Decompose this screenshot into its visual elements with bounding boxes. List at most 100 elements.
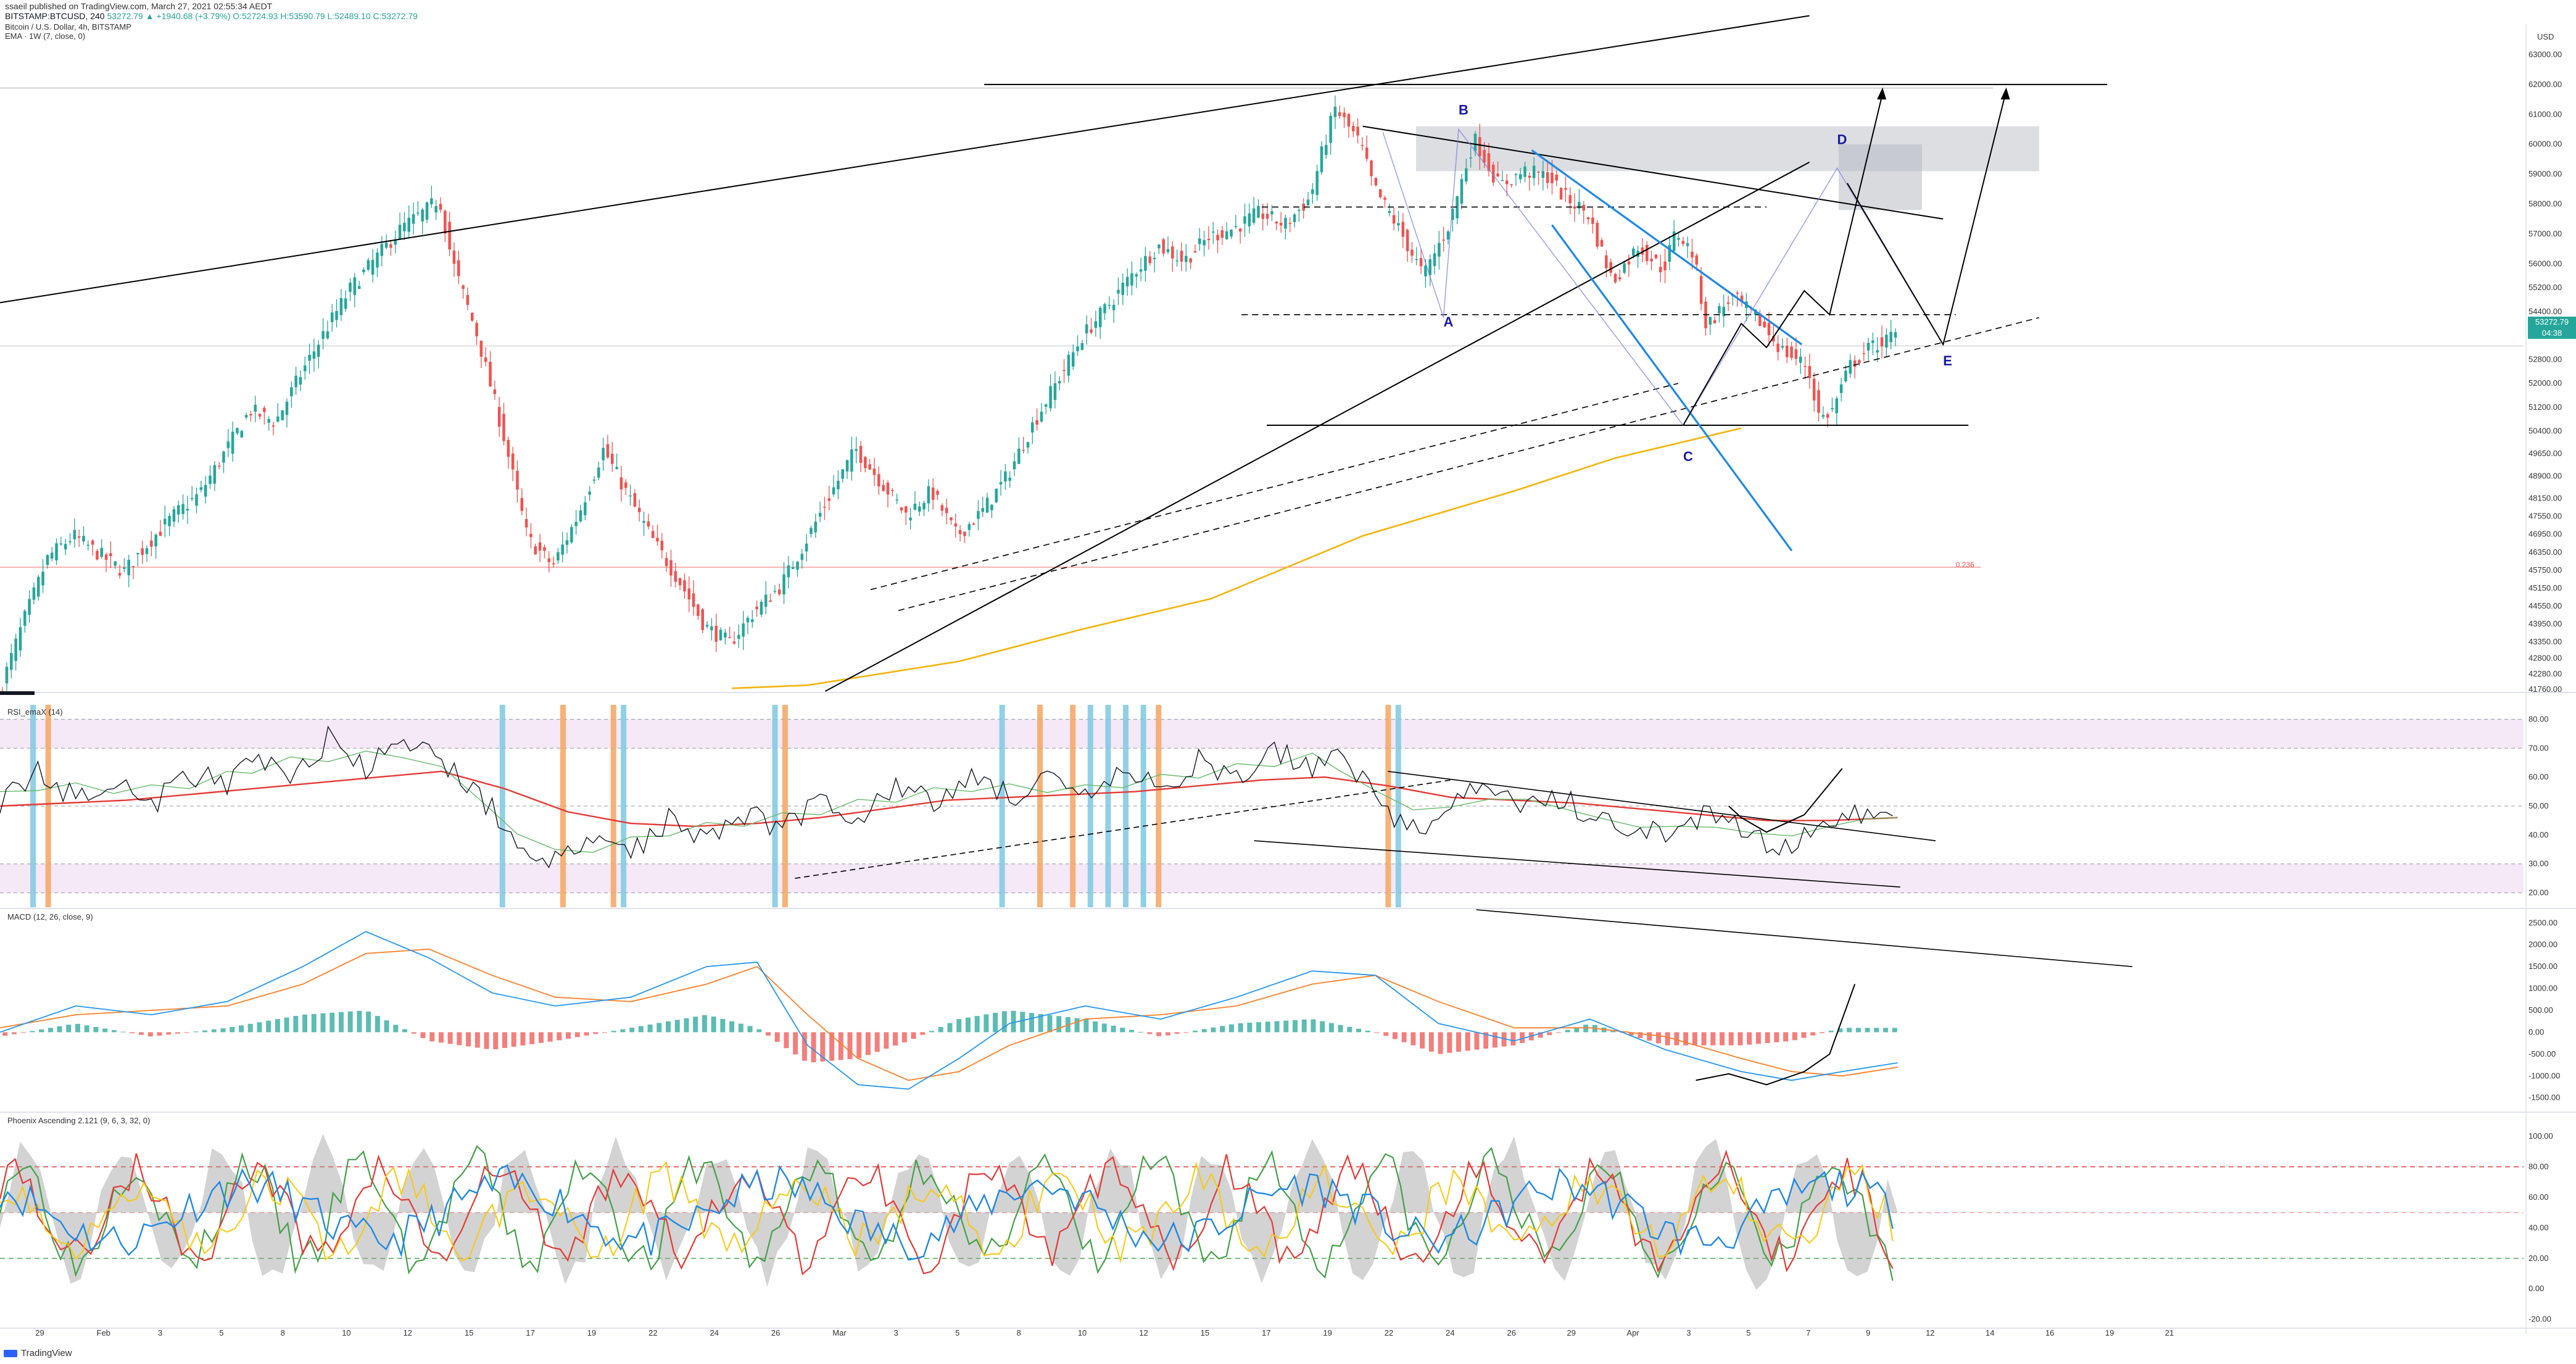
candle-body (114, 561, 117, 566)
macd-histogram-bar (1792, 1032, 1797, 1041)
macd-histogram-bar (993, 1012, 998, 1033)
time-axis-tick-label: 17 (526, 1328, 534, 1337)
rsi-signal-stripe (1156, 705, 1162, 907)
candle-body (796, 562, 799, 570)
candle-body (805, 543, 808, 552)
candle-body (1781, 346, 1784, 348)
candle-body (416, 212, 420, 214)
candle-body (123, 567, 126, 569)
macd-histogram-bar (638, 1026, 644, 1033)
time-axis-tick-label: Apr (1626, 1328, 1639, 1337)
candle-body (917, 506, 921, 512)
price-axis-tick-label: 52800.00 (2528, 354, 2562, 364)
macd-histogram-bar (1565, 1029, 1570, 1033)
candle-body (922, 502, 926, 510)
candle-body (444, 210, 447, 234)
candle-body (579, 510, 582, 522)
macd-histogram-bar (1555, 1032, 1561, 1033)
dashed-channel-lower (898, 317, 2039, 612)
candle-body (1776, 343, 1779, 352)
candle-body (710, 626, 713, 631)
rsi-signal-stripe (1037, 705, 1043, 907)
rsi-signal-stripe (1140, 705, 1146, 907)
tradingview-logo[interactable]: TradingView (4, 1348, 72, 1358)
resistance-zone (1416, 126, 2039, 172)
macd-histogram-bar (1311, 1019, 1316, 1033)
candle-body (954, 523, 958, 527)
macd-histogram-bar (48, 1028, 53, 1033)
macd-histogram-bar (1438, 1032, 1443, 1054)
macd-histogram-bar (220, 1028, 226, 1033)
candle-body (1275, 222, 1278, 224)
candle-body (28, 599, 31, 615)
price-axis-tick-label: 43950.00 (2528, 619, 2562, 628)
rsi-pane-label[interactable]: RSI_emaX (14) (7, 707, 63, 717)
macd-histogram-bar (547, 1032, 553, 1042)
candle-body (511, 453, 515, 470)
candle-body (1514, 174, 1518, 175)
candle-body (950, 517, 953, 520)
candle-body (1699, 276, 1703, 304)
candle-body (493, 389, 497, 394)
candle-body (1722, 306, 1726, 317)
candle-body (1839, 384, 1843, 393)
candle-body (1586, 217, 1590, 220)
macd-histogram-bar (947, 1023, 953, 1033)
macd-histogram-bar (1193, 1030, 1198, 1033)
macd-histogram-bar (39, 1029, 44, 1033)
candle-body (931, 487, 935, 500)
candle-body (1885, 335, 1888, 348)
candle-body (1153, 258, 1156, 259)
candle-body (362, 269, 365, 272)
candle-body (543, 547, 546, 551)
macd-histogram-bar (1710, 1032, 1716, 1046)
blue-lower-channel (1551, 224, 1793, 552)
candle-body (1058, 381, 1061, 384)
candle-body (389, 244, 392, 248)
macd-pane-label[interactable]: MACD (12, 26, close, 9) (7, 912, 93, 921)
candle-body (335, 310, 338, 320)
macd-histogram-bar (1692, 1032, 1697, 1046)
ema-legend[interactable]: EMA · 1W (7, close, 0) (5, 31, 86, 41)
candle-body (877, 474, 880, 487)
macd-histogram-bar (357, 1010, 362, 1033)
candle-body (1708, 317, 1712, 325)
candle-body (502, 414, 505, 441)
candle-body (299, 376, 302, 385)
candle-body (1559, 188, 1563, 200)
macd-histogram-bar (1801, 1032, 1807, 1038)
candle-body (909, 517, 912, 521)
candle-body (312, 351, 316, 359)
phoenix-pane-label[interactable]: Phoenix Ascending 2.121 (9, 6, 3, 32, 0) (7, 1116, 151, 1125)
candle-body (50, 552, 54, 559)
candle-body (724, 632, 727, 638)
macd-histogram-bar (257, 1022, 262, 1033)
macd-histogram-bar (1547, 1032, 1552, 1036)
phoenix-energy-area (0, 1134, 1898, 1290)
candle-body (254, 404, 257, 412)
macd-histogram-bar (1165, 1032, 1170, 1036)
macd-histogram-bar (1001, 1011, 1007, 1033)
macd-histogram-bar (420, 1032, 426, 1038)
candle-body (1663, 261, 1667, 270)
pattern-label-E: E (1943, 353, 1952, 368)
candle-body (1175, 260, 1178, 262)
candle-body (1306, 199, 1310, 206)
candle-body (64, 544, 67, 550)
candle-body (1243, 216, 1246, 224)
candle-body (1193, 251, 1197, 253)
macd-histogram-bar (20, 1032, 26, 1033)
candle-body (1632, 248, 1635, 256)
candle-body (1338, 112, 1341, 116)
time-axis-tick-label: 22 (1385, 1328, 1393, 1337)
candle-body (1279, 222, 1283, 226)
pane-collapse-handle[interactable] (0, 691, 35, 695)
candle-body (339, 298, 343, 315)
rsi-axis-tick-label: 40.00 (2528, 830, 2549, 839)
candle-body (1740, 295, 1744, 302)
candle-body (1871, 340, 1874, 343)
candle-body (895, 499, 898, 501)
candle-body (1473, 133, 1477, 151)
candle-body (1844, 370, 1847, 381)
